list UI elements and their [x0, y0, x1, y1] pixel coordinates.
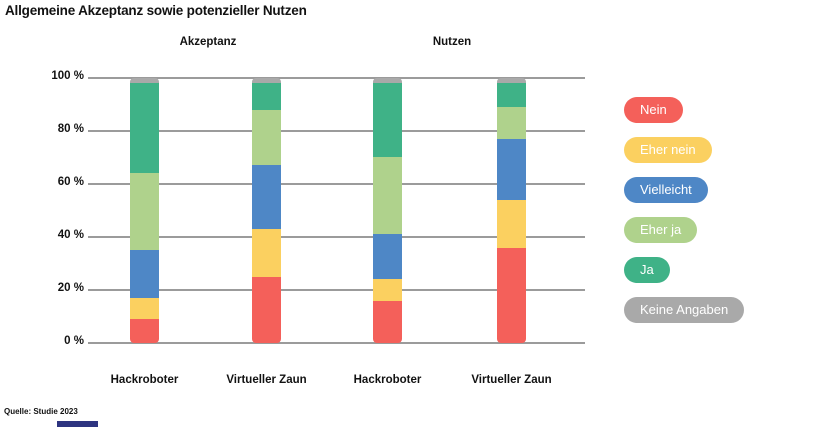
y-axis-tick-label: 100 %	[51, 70, 84, 82]
legend-pill-eher-nein: Eher nein	[624, 137, 712, 163]
legend-pill-ja: Ja	[624, 257, 670, 283]
stacked-bar-1	[130, 78, 159, 343]
bar-segment-keine-angaben	[130, 78, 159, 84]
bar-segment-vielleicht	[373, 234, 402, 280]
bar-segment-keine-angaben	[252, 78, 281, 84]
legend-pill-keine-angaben: Keine Angaben	[624, 297, 745, 323]
bar-segment-nein	[252, 276, 281, 343]
legend-pill-vielleicht: Vielleicht	[624, 177, 708, 203]
stacked-bar-3	[373, 78, 402, 343]
bar-segment-nein	[130, 319, 159, 343]
gridline-20	[88, 289, 585, 291]
y-axis-tick-label: 80 %	[57, 123, 84, 135]
y-axis-tick-label: 0 %	[64, 335, 84, 347]
stacked-bar-4	[497, 78, 526, 343]
bar-segment-ja	[130, 83, 159, 174]
legend-pill-nein: Nein	[624, 97, 683, 123]
bar-segment-eher-ja	[373, 157, 402, 235]
bar-segment-vielleicht	[497, 138, 526, 200]
bar-segment-ja	[252, 83, 281, 110]
bar-segment-eher-nein	[252, 229, 281, 277]
group-label-akzeptanz: Akzeptanz	[179, 36, 237, 48]
footer-accent-bar	[57, 421, 98, 427]
gridline-0	[88, 342, 585, 344]
chart-title: Allgemeine Akzeptanz sowie potenzieller …	[5, 3, 307, 18]
bar-segment-eher-nein	[497, 199, 526, 248]
group-label-nutzen: Nutzen	[432, 36, 472, 48]
bar-category-label: Hackroboter	[353, 374, 422, 386]
bar-segment-eher-ja	[252, 109, 281, 166]
y-axis-tick-label: 40 %	[57, 229, 84, 241]
legend: Nein Eher nein Vielleicht Eher ja Ja Keine An…	[624, 97, 745, 337]
gridline-40	[88, 236, 585, 238]
bar-segment-nein	[497, 247, 526, 343]
y-axis-tick-label: 60 %	[57, 176, 84, 188]
bar-category-label: Virtueller Zaun	[226, 374, 307, 386]
bar-segment-nein	[373, 300, 402, 343]
bar-category-label: Virtueller Zaun	[471, 374, 552, 386]
gridline-100	[88, 77, 585, 79]
bar-segment-eher-nein	[373, 279, 402, 301]
y-axis-tick-label: 20 %	[57, 282, 84, 294]
source-note: Quelle: Studie 2023	[4, 407, 78, 416]
gridline-60	[88, 183, 585, 185]
bar-segment-vielleicht	[252, 165, 281, 230]
bar-segment-ja	[373, 83, 402, 158]
bar-segment-eher-nein	[130, 297, 159, 320]
bar-segment-eher-ja	[497, 107, 526, 139]
bar-segment-keine-angaben	[497, 78, 526, 84]
bar-segment-eher-ja	[130, 173, 159, 251]
bar-segment-ja	[497, 83, 526, 108]
bar-category-label: Hackroboter	[110, 374, 179, 386]
legend-pill-eher-ja: Eher ja	[624, 217, 698, 243]
gridline-80	[88, 130, 585, 132]
bar-segment-vielleicht	[130, 250, 159, 298]
bar-segment-keine-angaben	[373, 78, 402, 84]
stacked-bar-2	[252, 78, 281, 343]
